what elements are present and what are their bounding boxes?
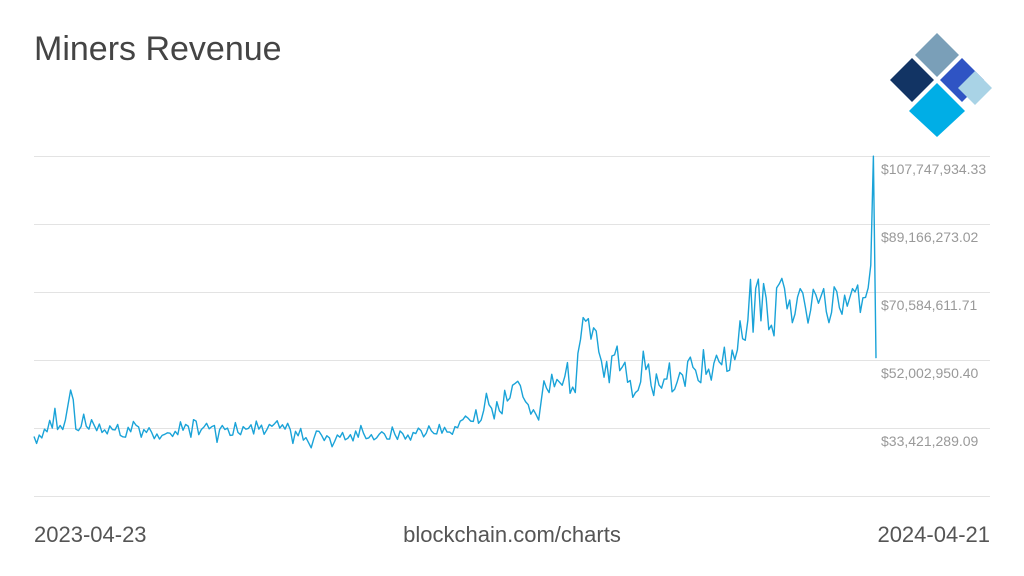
x-end-date: 2024-04-21 (877, 522, 990, 547)
blockchain-logo-icon (890, 33, 992, 137)
logo-bottom-diamond (909, 83, 965, 137)
y-tick-label: $70,584,611.71 (881, 297, 977, 313)
x-start-date: 2023-04-23 (34, 522, 147, 547)
grid-lines (34, 156, 990, 497)
y-tick-label: $52,002,950.40 (881, 365, 979, 381)
page-title: Miners Revenue (34, 30, 282, 68)
y-tick-label: $89,166,273.02 (881, 229, 979, 245)
y-tick-label: $33,421,289.09 (881, 433, 979, 449)
source-label: blockchain.com/charts (403, 522, 621, 547)
y-tick-labels: $33,421,289.09 $52,002,950.40 $70,584,611.… (881, 161, 986, 449)
series-line (33, 155, 877, 449)
y-tick-label: $107,747,934.33 (881, 161, 986, 177)
logo-left-diamond (890, 58, 934, 102)
logo-far-right-diamond (958, 71, 992, 105)
logo-top-diamond (915, 33, 959, 77)
